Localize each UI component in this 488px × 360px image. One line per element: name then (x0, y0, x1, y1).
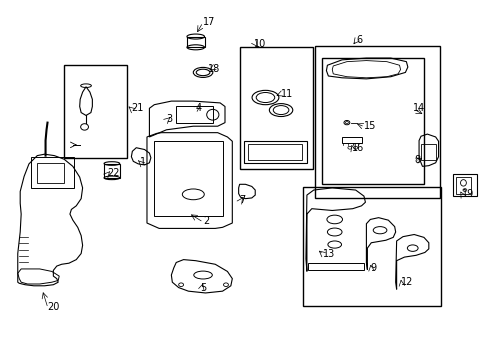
Bar (303, 187, 440, 306)
Bar (176, 107, 212, 123)
Bar (243, 140, 306, 163)
Bar (420, 144, 435, 160)
Bar (248, 144, 302, 160)
Text: 8: 8 (413, 155, 420, 165)
Text: 14: 14 (412, 103, 424, 113)
Bar (186, 37, 204, 47)
Text: 17: 17 (203, 17, 215, 27)
Text: 10: 10 (254, 39, 266, 49)
Text: 11: 11 (281, 89, 293, 99)
Bar (104, 163, 120, 178)
Bar (31, 157, 74, 188)
Text: 22: 22 (107, 168, 119, 178)
Text: 18: 18 (207, 64, 220, 74)
Text: 12: 12 (400, 277, 412, 287)
Bar (37, 163, 64, 183)
Bar (307, 263, 363, 270)
Text: 13: 13 (322, 248, 334, 258)
Text: 5: 5 (200, 283, 206, 293)
Text: 2: 2 (203, 216, 209, 226)
Text: 1: 1 (140, 157, 145, 167)
Bar (341, 137, 361, 143)
Text: 21: 21 (131, 103, 143, 113)
Bar (321, 58, 423, 184)
Text: 19: 19 (461, 189, 473, 199)
Text: 3: 3 (166, 114, 172, 124)
Text: 20: 20 (47, 302, 59, 312)
Text: 6: 6 (356, 35, 362, 45)
Text: 16: 16 (351, 143, 363, 153)
Bar (154, 140, 222, 216)
Text: 7: 7 (239, 195, 245, 205)
Text: 15: 15 (363, 121, 376, 131)
Text: 9: 9 (369, 263, 376, 273)
Bar (239, 47, 312, 169)
Bar (452, 174, 476, 196)
Bar (455, 177, 470, 194)
Text: 4: 4 (195, 103, 202, 113)
Bar (64, 65, 127, 158)
Bar (315, 45, 439, 198)
